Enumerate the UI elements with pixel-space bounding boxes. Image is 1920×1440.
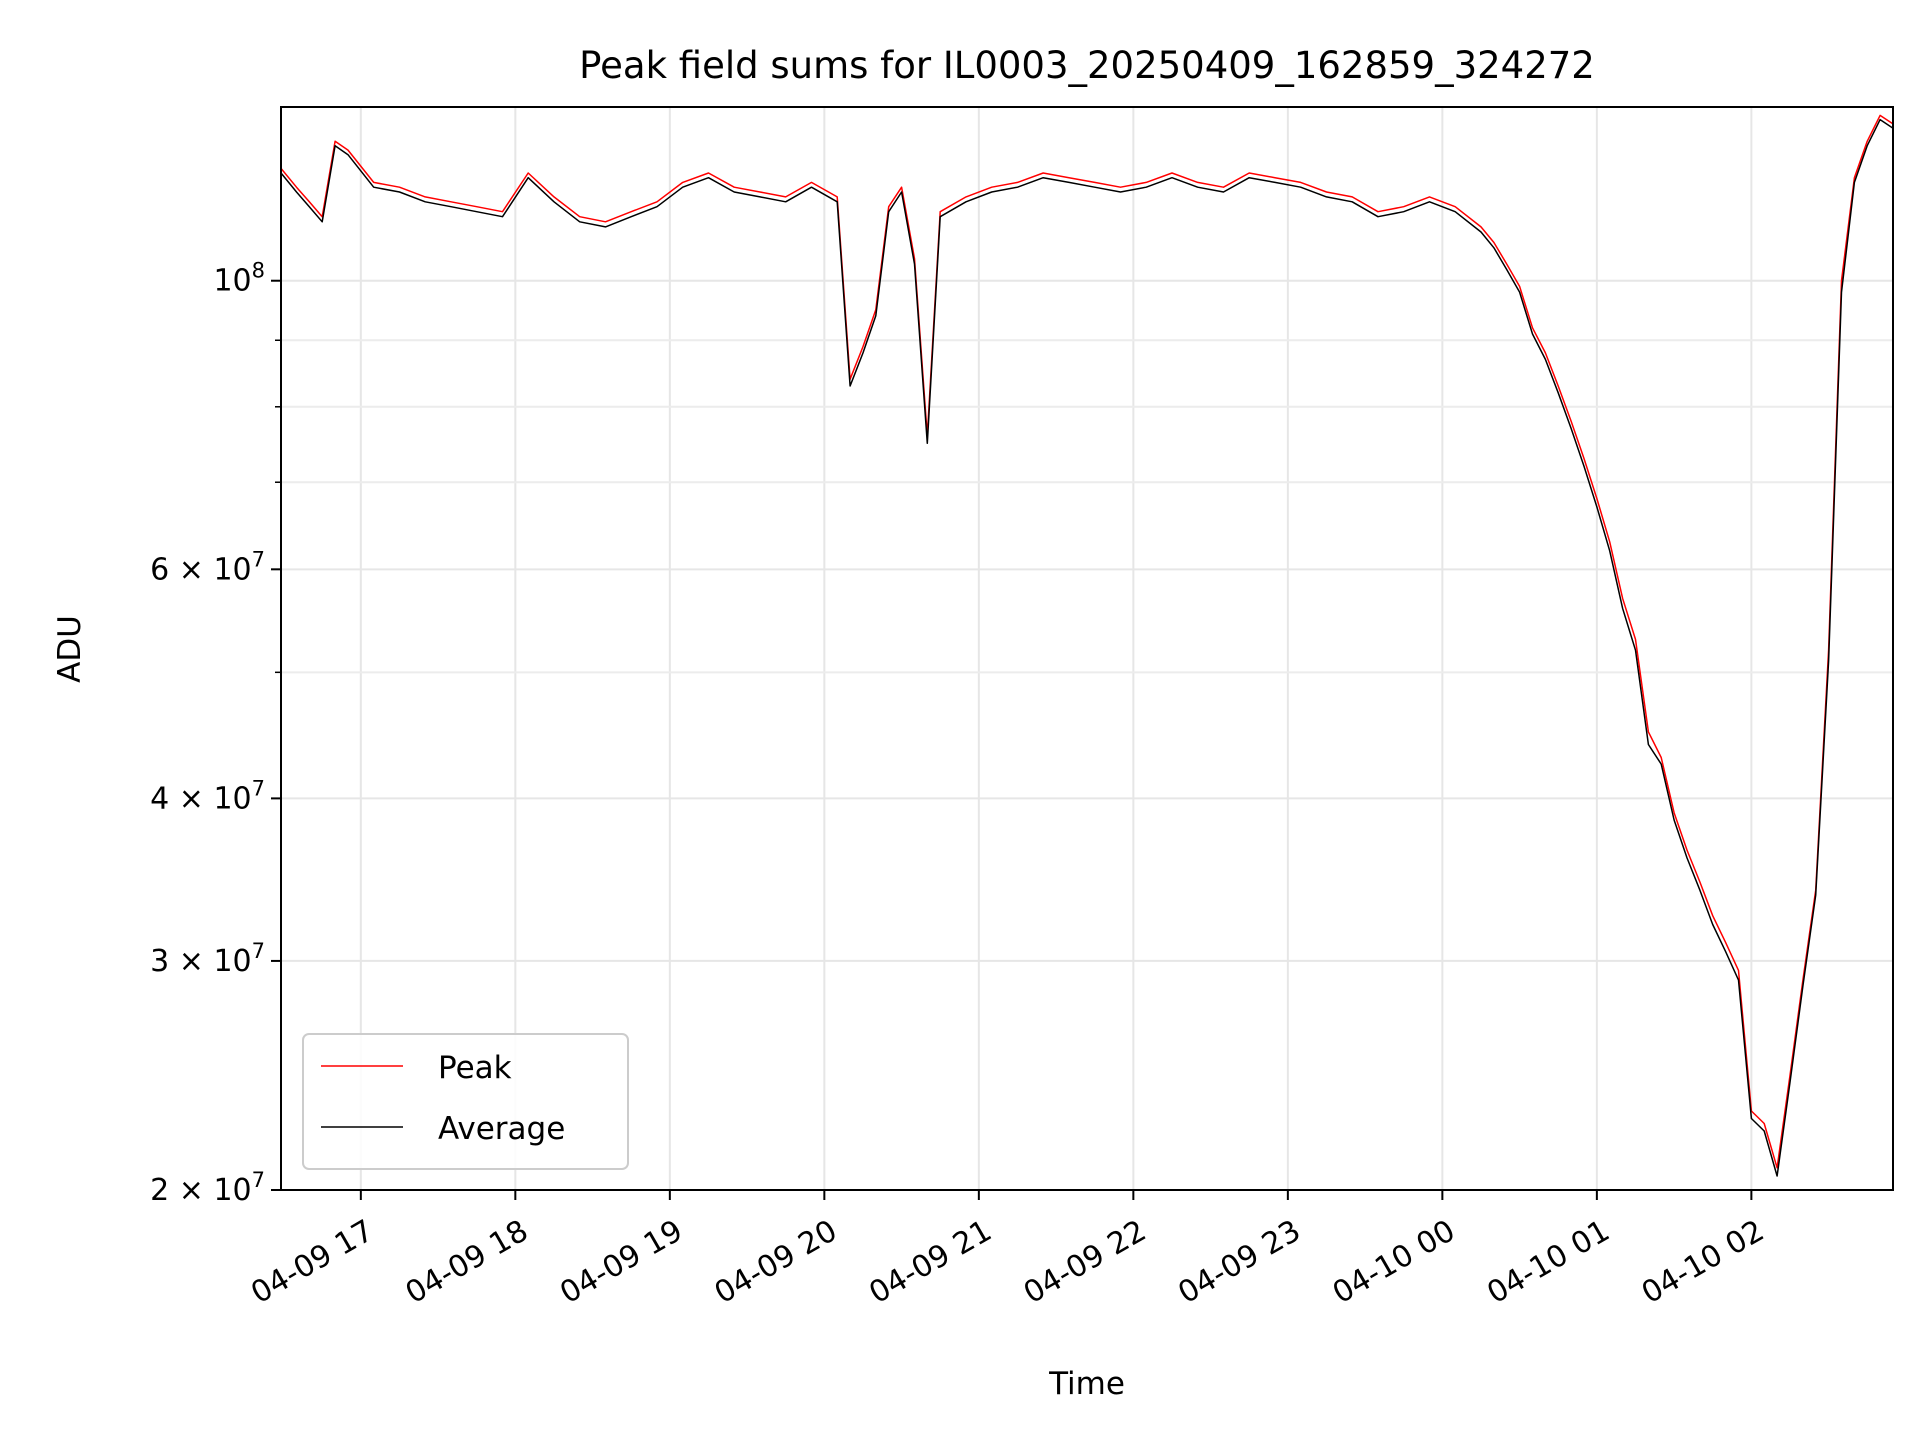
- x-axis-label: Time: [1048, 1366, 1125, 1402]
- y-tick-label: 3 × 107: [150, 939, 265, 979]
- series-line-average: [280, 118, 1894, 1177]
- x-tick-label: 04-10 01: [1481, 1213, 1615, 1311]
- x-tick-label: 04-09 17: [245, 1213, 379, 1311]
- chart-title: Peak field sums for IL0003_20250409_1628…: [579, 44, 1595, 87]
- x-tick-label: 04-09 21: [863, 1213, 997, 1311]
- legend-box: [302, 1033, 629, 1170]
- legend-label-average: Average: [438, 1111, 565, 1147]
- legend-label-peak: Peak: [438, 1050, 512, 1086]
- y-tick-label: 6 × 107: [150, 547, 265, 587]
- x-tick-label: 04-09 19: [554, 1213, 688, 1311]
- legend: Peak Average: [302, 1033, 629, 1170]
- x-tick-label: 04-09 23: [1172, 1213, 1306, 1311]
- x-tick-label: 04-09 18: [400, 1213, 534, 1311]
- x-tick-label: 04-09 20: [709, 1213, 843, 1311]
- y-axis: 2 × 107 3 × 107 4 × 107 6 × 107 108: [150, 259, 281, 1208]
- y-tick-label: 4 × 107: [150, 776, 265, 816]
- x-axis: 04-09 17 04-09 18 04-09 19 04-09 20 04-09 21…: [245, 1190, 1770, 1311]
- x-tick-label: 04-10 02: [1636, 1213, 1770, 1311]
- grid: [281, 107, 1893, 1191]
- y-tick-label: 108: [213, 259, 265, 299]
- plot-frame: [280, 106, 1894, 1191]
- series-layer: [280, 114, 1894, 1177]
- x-tick-label: 04-09 22: [1018, 1213, 1152, 1311]
- x-tick-label: 04-10 00: [1327, 1213, 1461, 1311]
- series-line-peak: [280, 114, 1894, 1169]
- y-axis-label: ADU: [52, 615, 88, 683]
- y-tick-label: 2 × 107: [150, 1168, 265, 1208]
